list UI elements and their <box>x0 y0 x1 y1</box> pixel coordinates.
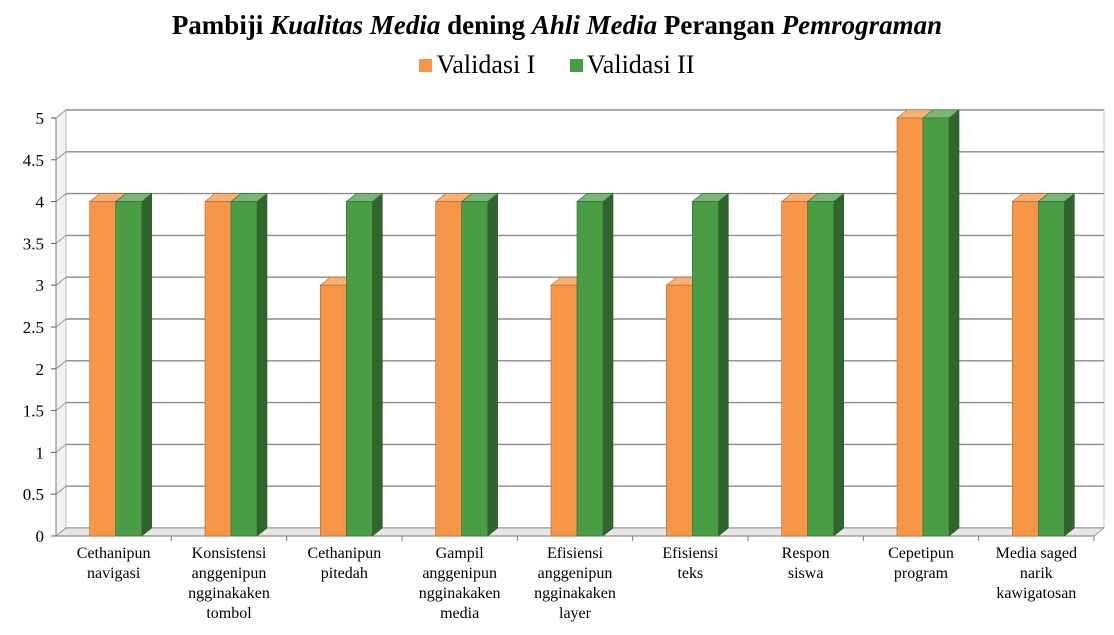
bar-2-4 <box>461 201 488 537</box>
chart-title-part-3: Ahli Media <box>531 10 658 40</box>
chart-title-part-0: Pambiji <box>171 10 271 40</box>
x-tick-label: Media saged narik kawigatosan <box>996 545 1077 602</box>
chart-title-part-4: Perangan <box>657 10 782 40</box>
y-tick-label: 2 <box>36 360 45 379</box>
chart-title-part-5: Pemrograman <box>781 10 943 40</box>
x-tick-label: Efisiensi teks <box>662 545 719 582</box>
bar-1-1 <box>89 201 116 537</box>
bar-1-9 <box>1012 201 1039 537</box>
gridline-side <box>55 235 67 244</box>
bar-side <box>833 192 844 537</box>
bar-2-5 <box>576 201 604 537</box>
y-tick-label: 1.5 <box>23 402 44 421</box>
y-tick-label: 4.5 <box>23 151 44 170</box>
y-tick-label: 1 <box>36 443 45 462</box>
bar-side <box>487 192 498 537</box>
gridline-side <box>55 318 67 328</box>
gridline-side <box>55 360 67 370</box>
y-tick-label: 5 <box>36 109 45 128</box>
chart-title: Pambiji Kualitas Media dening Ahli Media… <box>0 10 1114 41</box>
bar-1-4 <box>435 201 462 537</box>
legend-swatch-validasi-1 <box>419 59 433 72</box>
x-tick-label: Gampil anggenipun ngginakaken media <box>419 545 501 622</box>
bar-2-3 <box>346 201 373 537</box>
legend-swatch-validasi-2 <box>569 59 583 72</box>
gridline-side <box>55 109 67 119</box>
legend-item-validasi-1: Validasi I <box>419 50 535 80</box>
y-tick-label: 0.5 <box>23 485 44 504</box>
gridline-side <box>55 151 67 161</box>
legend: Validasi I Validasi II <box>0 50 1114 80</box>
bar-2-8 <box>922 117 950 537</box>
bar-2-6 <box>692 201 719 537</box>
bar-2-1 <box>115 201 142 537</box>
bar-1-2 <box>204 201 232 537</box>
bar-side <box>1064 192 1075 537</box>
legend-label-validasi-2: Validasi II <box>586 50 695 79</box>
bar-side <box>141 192 152 537</box>
bar-side <box>256 192 268 537</box>
y-tick-label: 3 <box>36 276 45 295</box>
bar-2-7 <box>807 201 834 537</box>
bar-1-8 <box>896 117 924 537</box>
bar-1-5 <box>550 284 578 537</box>
bar-2-9 <box>1038 201 1065 537</box>
bar-1-6 <box>666 284 693 537</box>
gridline-side <box>55 485 67 495</box>
x-tick-label: Cethanipun pitedah <box>307 545 381 582</box>
y-tick-label: 2.5 <box>23 318 44 337</box>
gridline-side <box>55 193 67 202</box>
y-tick-label: 3.5 <box>23 234 44 253</box>
x-tick-label: Konsistensi anggenipun ngginakaken tombol <box>188 545 270 622</box>
x-tick-label: Respon siswa <box>782 545 830 582</box>
gridline-side <box>55 444 67 453</box>
chart-title-part-2: dening <box>440 10 532 40</box>
gridline-side <box>55 402 67 411</box>
bar-side <box>602 192 614 537</box>
bar-side <box>372 192 383 537</box>
x-tick-label: Cethanipun navigasi <box>77 545 151 582</box>
gridline-side <box>55 276 67 286</box>
legend-label-validasi-1: Validasi I <box>436 50 536 79</box>
y-tick-label: 4 <box>36 193 45 212</box>
bar-side <box>948 109 960 537</box>
chart-title-part-1: Kualitas Media <box>270 10 441 40</box>
x-tick-label: Cepetipun program <box>888 545 954 582</box>
bar-1-3 <box>320 284 347 537</box>
bar-side <box>718 192 729 537</box>
x-tick-label: Efisiensi anggenipun ngginakaken layer <box>534 545 616 622</box>
y-tick-label: 0 <box>36 527 45 546</box>
legend-item-validasi-2: Validasi II <box>569 50 695 80</box>
bar-1-7 <box>781 201 808 537</box>
bar-2-2 <box>230 201 258 537</box>
